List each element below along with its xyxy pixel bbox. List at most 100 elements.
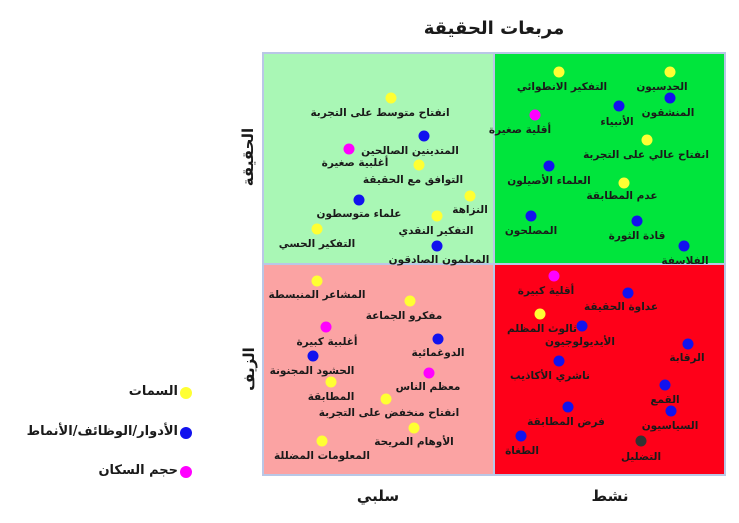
point-marker-role bbox=[418, 130, 430, 142]
point-marker-population bbox=[548, 270, 560, 282]
point-label: أغلبية صغيرة bbox=[321, 157, 389, 169]
point-marker-role bbox=[665, 405, 677, 417]
point-marker-role bbox=[553, 355, 565, 367]
point-marker-role bbox=[432, 333, 444, 345]
legend-label-traits: السمات bbox=[128, 384, 178, 399]
point-marker-role bbox=[664, 92, 676, 104]
point-label: الحدسيون bbox=[636, 81, 688, 93]
legend-item-population: حجم السكان bbox=[0, 463, 192, 483]
point-label: القمع bbox=[650, 394, 680, 406]
point-marker-trait bbox=[311, 275, 323, 287]
point-label: المشاعر المنبسطة bbox=[268, 289, 366, 301]
point-marker-role bbox=[682, 338, 694, 350]
point-label: الفلاسفة bbox=[661, 255, 709, 267]
point-marker-trait bbox=[618, 177, 630, 189]
y-axis-label-truth: الحقيقة bbox=[239, 127, 257, 187]
point-marker-role bbox=[678, 240, 690, 252]
point-marker-trait bbox=[553, 66, 565, 78]
point-marker-trait bbox=[431, 210, 443, 222]
point-marker-role bbox=[515, 430, 527, 442]
point-marker-trait bbox=[534, 308, 546, 320]
point-marker-population bbox=[343, 143, 355, 155]
point-marker-trait bbox=[311, 223, 323, 235]
point-label: الأيديولوجيون bbox=[545, 336, 615, 348]
point-label: العلماء الأصيلون bbox=[507, 175, 591, 187]
point-marker-population bbox=[320, 321, 332, 333]
point-label: مفكرو الجماعة bbox=[365, 310, 443, 322]
point-marker-trait bbox=[413, 159, 425, 171]
point-label: المنشقون bbox=[641, 107, 695, 119]
point-label: معظم الناس bbox=[395, 381, 461, 393]
point-label: فرض المطابقة bbox=[527, 416, 605, 428]
legend-dot-traits-icon bbox=[180, 387, 192, 399]
point-label: عدم المطابقة bbox=[586, 190, 658, 202]
legend-dot-population-icon bbox=[180, 466, 192, 478]
point-label: الدوغمائية bbox=[411, 347, 465, 359]
point-label: انفتاح منخفض على التجربة bbox=[318, 407, 460, 419]
point-label: ناشري الأكاذيب bbox=[510, 370, 590, 382]
point-label: عداوة الحقيقة bbox=[583, 301, 659, 313]
point-marker-trait bbox=[316, 435, 328, 447]
point-marker-role bbox=[613, 100, 625, 112]
point-label: التضليل bbox=[620, 451, 662, 463]
point-marker-trait bbox=[464, 190, 476, 202]
point-label: ثالوث المظلم bbox=[507, 323, 577, 335]
point-label: السياسيون bbox=[641, 420, 699, 432]
point-label: المعلمون الصادقون bbox=[388, 254, 490, 266]
quadrant-false-active bbox=[494, 264, 726, 476]
point-label: المعلومات المضللة bbox=[274, 450, 370, 462]
point-label: المصلحون bbox=[504, 225, 558, 237]
point-label: الأنبياء bbox=[600, 116, 634, 128]
point-marker-trait bbox=[664, 66, 676, 78]
point-label: المتدينين الصالحين bbox=[361, 145, 459, 157]
x-axis-label-active: نشط bbox=[591, 487, 629, 505]
point-label: أقلية صغيرة bbox=[488, 124, 552, 136]
quadrant-truth-passive bbox=[262, 52, 494, 264]
point-label: المطابقة bbox=[307, 391, 355, 403]
quadrant-false-passive bbox=[262, 264, 494, 476]
point-marker-trait bbox=[325, 376, 337, 388]
point-label: التفكير الانطوائي bbox=[516, 81, 608, 93]
point-label: الأوهام المريحة bbox=[374, 436, 454, 448]
point-marker-misleading bbox=[635, 435, 647, 447]
point-marker-population bbox=[423, 367, 435, 379]
point-marker-trait bbox=[380, 393, 392, 405]
point-marker-population bbox=[529, 109, 541, 121]
diagram-title: مربعات الحقيقة bbox=[423, 18, 565, 39]
point-label: أقلية كبيرة bbox=[517, 285, 575, 297]
point-label: التوافق مع الحقيقة bbox=[362, 174, 464, 186]
point-marker-role bbox=[307, 350, 319, 362]
horizontal-divider bbox=[262, 263, 726, 265]
legend-item-roles: الأدوار/الوظائف/الأنماط bbox=[0, 424, 192, 444]
point-marker-trait bbox=[408, 422, 420, 434]
point-marker-role bbox=[353, 194, 365, 206]
point-label: قادة الثورة bbox=[608, 230, 666, 242]
point-marker-trait bbox=[641, 134, 653, 146]
point-marker-role bbox=[631, 215, 643, 227]
point-label: التفكير النقدي bbox=[398, 225, 474, 237]
point-label: انفتاح متوسط على التجربة bbox=[310, 107, 450, 119]
point-label: علماء متوسطون bbox=[316, 208, 402, 220]
point-label: النزاهة bbox=[452, 204, 488, 216]
point-label: الحشود المجنونة bbox=[269, 365, 355, 377]
legend-label-roles: الأدوار/الوظائف/الأنماط bbox=[26, 424, 178, 439]
point-label: أغلبية كبيرة bbox=[296, 336, 358, 348]
point-marker-role bbox=[659, 379, 671, 391]
point-marker-role bbox=[622, 287, 634, 299]
y-axis-label-falsehood: الزيف bbox=[240, 347, 258, 391]
point-marker-trait bbox=[404, 295, 416, 307]
legend-dot-roles-icon bbox=[180, 427, 192, 439]
quadrant-truth-active bbox=[494, 52, 726, 264]
x-axis-label-passive: سلبي bbox=[356, 487, 400, 505]
point-marker-role bbox=[525, 210, 537, 222]
point-marker-role bbox=[576, 320, 588, 332]
legend-item-traits: السمات bbox=[0, 384, 192, 404]
point-label: الطغاة bbox=[505, 445, 539, 457]
point-label: انفتاح عالي على التجربة bbox=[583, 149, 709, 161]
point-marker-role bbox=[431, 240, 443, 252]
point-marker-trait bbox=[385, 92, 397, 104]
point-marker-role bbox=[562, 401, 574, 413]
point-marker-role bbox=[543, 160, 555, 172]
legend-label-population: حجم السكان bbox=[98, 463, 178, 478]
point-label: الرقابة bbox=[669, 352, 705, 364]
